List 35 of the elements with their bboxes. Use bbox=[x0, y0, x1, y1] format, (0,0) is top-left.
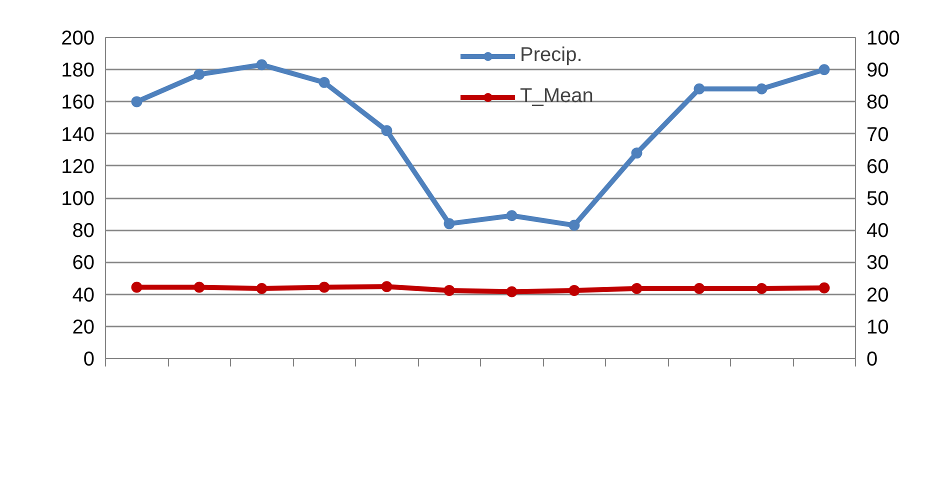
point bbox=[194, 68, 205, 80]
y-tick-label: 140 bbox=[61, 124, 95, 146]
y-tick-label: 20 bbox=[72, 316, 95, 338]
point bbox=[631, 148, 642, 159]
y-tick-label: 40 bbox=[72, 284, 95, 306]
y-tick-label: 80 bbox=[72, 220, 95, 242]
y-tick-label: 180 bbox=[61, 60, 95, 82]
y-tick-label: 60 bbox=[72, 252, 95, 274]
y2-tick-label: 100 bbox=[866, 28, 900, 50]
point bbox=[568, 220, 580, 231]
point bbox=[506, 210, 518, 222]
y2-tick-label: 30 bbox=[866, 252, 889, 274]
y-tick-label: 100 bbox=[61, 188, 95, 210]
point bbox=[756, 83, 768, 94]
point bbox=[318, 76, 330, 88]
y2-tick-label: 60 bbox=[866, 156, 889, 178]
y2-tick-label: 40 bbox=[866, 220, 889, 242]
point bbox=[381, 125, 392, 136]
y2-tick-label: 0 bbox=[866, 348, 878, 370]
y2-tick-label: 10 bbox=[866, 316, 889, 338]
y-tick-label: 160 bbox=[61, 92, 95, 114]
y2-tick-label: 80 bbox=[866, 92, 889, 114]
y-tick-label: 200 bbox=[61, 28, 95, 50]
point bbox=[256, 59, 268, 70]
point bbox=[444, 218, 455, 230]
y-tick-label: 120 bbox=[61, 156, 95, 178]
point bbox=[694, 83, 705, 94]
point bbox=[131, 96, 142, 108]
legend-label: Precip. bbox=[520, 44, 582, 67]
y2-tick-label: 90 bbox=[866, 60, 889, 82]
point bbox=[818, 64, 830, 76]
y2-tick-label: 70 bbox=[866, 124, 889, 146]
y2-tick-label: 20 bbox=[866, 284, 889, 306]
y-tick-label: 0 bbox=[83, 348, 94, 370]
y2-tick-label: 50 bbox=[866, 188, 889, 210]
